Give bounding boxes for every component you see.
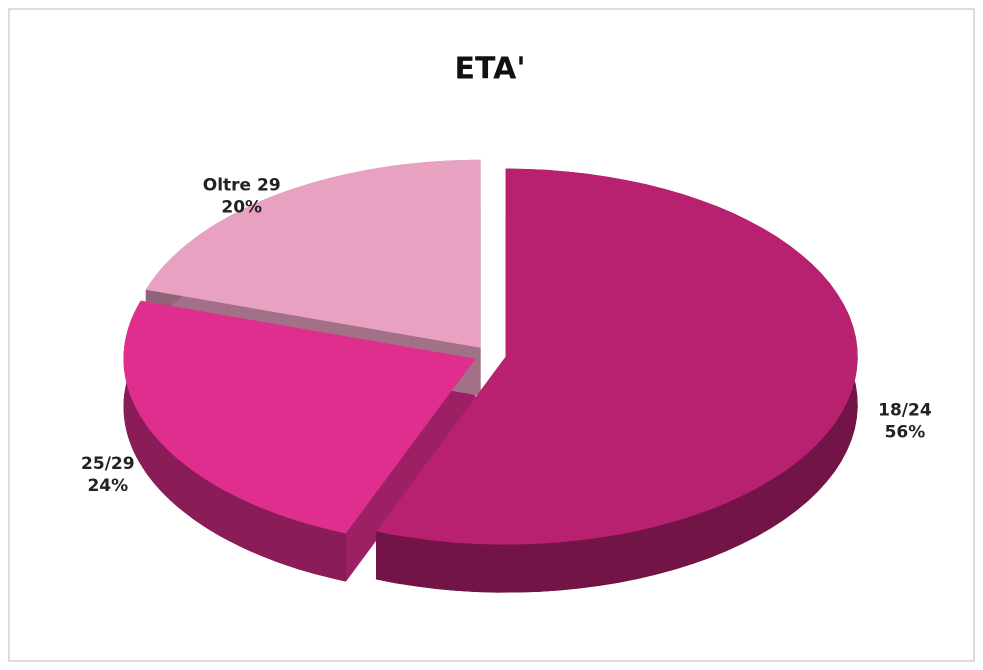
pie-side (376, 168, 858, 593)
data-label: 56% (885, 422, 926, 442)
data-label: 20% (221, 197, 262, 217)
pie-slice (145, 159, 481, 348)
data-label: Oltre 29 (203, 175, 281, 195)
pie-side (123, 300, 346, 582)
data-label: 25/29 (81, 454, 135, 474)
pie-side (345, 358, 476, 582)
pie-slice (123, 300, 476, 534)
data-label: 18/24 (878, 400, 932, 420)
chart-title: ETA' (454, 52, 525, 87)
pie-slice (376, 168, 858, 545)
data-label: 24% (87, 476, 128, 496)
